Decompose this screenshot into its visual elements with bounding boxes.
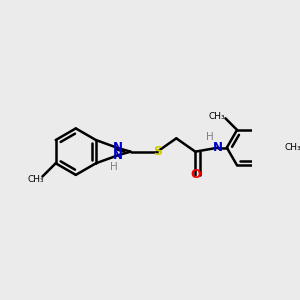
Text: CH₃: CH₃: [28, 176, 44, 184]
Text: CH₃: CH₃: [209, 112, 225, 121]
Text: H: H: [110, 162, 118, 172]
Text: N: N: [113, 142, 123, 154]
Text: S: S: [153, 145, 162, 158]
Text: N: N: [213, 141, 223, 154]
Text: H: H: [206, 132, 214, 142]
Text: O: O: [190, 168, 201, 182]
Text: CH₃: CH₃: [284, 143, 300, 152]
Text: N: N: [113, 149, 123, 162]
